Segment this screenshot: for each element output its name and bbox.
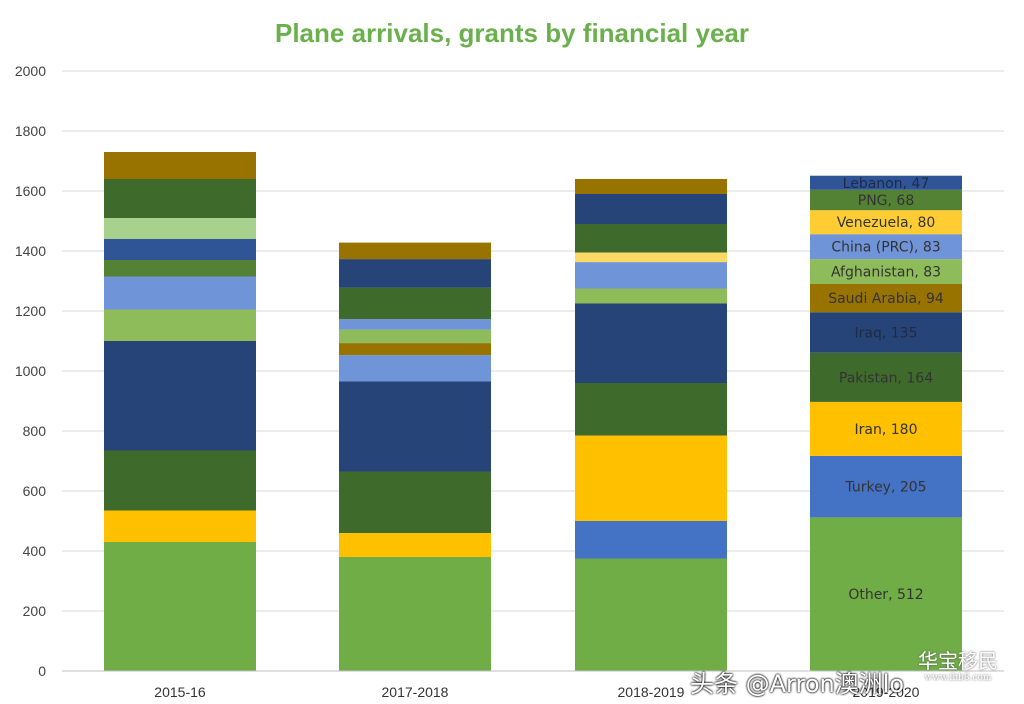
bar-segment <box>810 259 962 284</box>
data-label: Lebanon, 47 <box>843 176 930 192</box>
x-axis: 2015-16 2017-2018 2018-2019 2019-2020 <box>62 670 1004 700</box>
bar-segment <box>339 381 491 472</box>
y-tick-label: 800 <box>23 423 47 439</box>
watermark-logo-url: www.ihb8.com <box>924 673 992 683</box>
data-label: Venezuela, 80 <box>837 215 936 231</box>
bar-segment <box>575 262 727 289</box>
chart-title: Plane arrivals, grants by financial year <box>275 18 749 48</box>
y-tick-label: 1200 <box>15 303 46 319</box>
watermark-text: 头条 @Arron澳洲lo <box>690 670 905 698</box>
bar-segment <box>575 435 727 521</box>
bar-segment <box>339 343 491 356</box>
y-tick-label: 600 <box>23 483 47 499</box>
bar-segment <box>339 471 491 533</box>
bar-segment <box>810 189 962 211</box>
data-label: Saudi Arabia, 94 <box>828 291 944 307</box>
bar-segment <box>104 239 256 260</box>
bar-segment <box>575 194 727 224</box>
bar-segment <box>104 309 256 341</box>
data-label: Iran, 180 <box>855 422 918 438</box>
bar-segment <box>339 355 491 382</box>
bar-segment <box>339 329 491 344</box>
x-tick-label: 2019-2020 <box>853 684 920 700</box>
bar-segment <box>339 319 491 330</box>
bar-segment <box>104 341 256 451</box>
data-label: China (PRC), 83 <box>831 240 940 256</box>
bar-segment <box>575 558 727 671</box>
bar-segment <box>339 533 491 557</box>
bar-segment <box>810 284 962 313</box>
bar-segment <box>810 352 962 402</box>
bar-segment <box>810 234 962 260</box>
bar-segment <box>104 276 256 310</box>
data-label: Turkey, 205 <box>844 480 926 496</box>
bar-segment <box>104 450 256 511</box>
bar-segment <box>810 401 962 456</box>
bar-segment <box>810 210 962 235</box>
bar-stack: Other, 512 Turkey, 205 Iran, 180 Pakistan, … <box>810 175 962 671</box>
y-tick-label: 1400 <box>15 243 46 259</box>
y-tick-label: 1000 <box>15 363 46 379</box>
data-label: Pakistan, 164 <box>839 370 933 386</box>
bar-stack <box>575 179 727 671</box>
y-tick-label: 1800 <box>15 123 46 139</box>
bar-segment <box>810 312 962 353</box>
bar-segment <box>575 179 727 194</box>
bar-segment <box>810 517 962 671</box>
watermark-logo: 华宝移民 www.ihb8.com <box>908 650 1008 690</box>
x-tick-label: 2017-2018 <box>382 684 449 700</box>
data-label: PNG, 68 <box>858 193 914 209</box>
bar-segment <box>575 303 727 383</box>
bar-segment <box>575 521 727 559</box>
bar-segment <box>104 510 256 542</box>
bar-segment <box>575 383 727 436</box>
bar-segment <box>575 252 727 263</box>
bar-segment <box>575 288 727 304</box>
bar-segment <box>339 557 491 671</box>
bars: Other, 512 Turkey, 205 Iran, 180 Pakistan, … <box>104 152 962 671</box>
bar-stack <box>104 152 256 671</box>
bar-segment <box>339 259 491 288</box>
data-label: Other, 512 <box>848 587 923 603</box>
bar-segment <box>810 455 962 518</box>
bar-segment <box>104 152 256 179</box>
bar-segment <box>339 242 491 260</box>
x-tick-label: 2015-16 <box>154 684 206 700</box>
bar-segment <box>575 224 727 253</box>
y-tick-label: 1600 <box>15 183 46 199</box>
y-tick-label: 400 <box>23 543 47 559</box>
y-tick-label: 200 <box>23 603 47 619</box>
bar-segment <box>104 542 256 671</box>
x-tick-label: 2018-2019 <box>618 684 685 700</box>
bar-segment <box>104 179 256 218</box>
bar-segment <box>104 260 256 277</box>
bar-segment <box>810 175 962 190</box>
y-axis: 0 200 400 600 800 1000 1200 1400 1600 1800 2000 <box>15 63 46 679</box>
watermark-logo-text: 华宝移民 <box>918 649 998 673</box>
data-label: Afghanistan, 83 <box>831 265 941 281</box>
data-label: Iraq, 135 <box>855 325 918 341</box>
bar-segment <box>104 218 256 239</box>
y-tick-label: 0 <box>38 663 46 679</box>
bar-segment <box>339 287 491 320</box>
bar-stack <box>339 242 491 671</box>
y-tick-label: 2000 <box>15 63 46 79</box>
